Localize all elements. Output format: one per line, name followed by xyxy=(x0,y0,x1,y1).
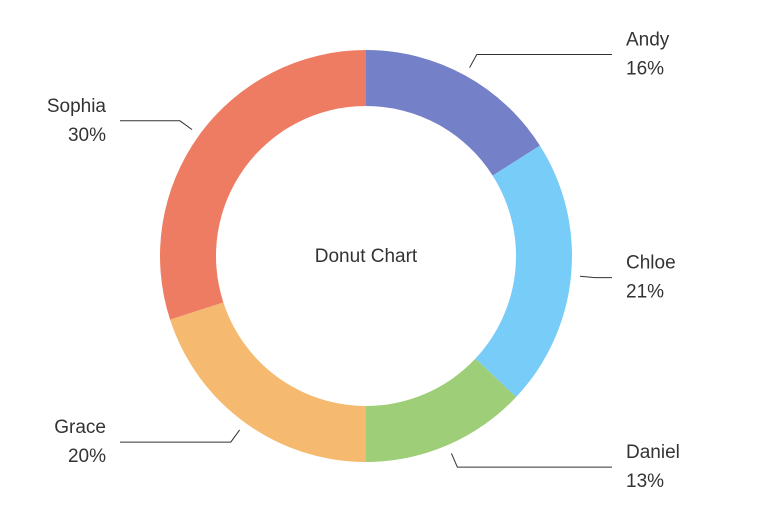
value-label: 16% xyxy=(626,58,664,79)
donut-slice xyxy=(366,358,517,462)
leader-line xyxy=(579,275,612,279)
leader-line xyxy=(120,429,241,443)
donut-slice xyxy=(170,302,366,462)
leader-line xyxy=(469,53,612,68)
donut-slice xyxy=(160,50,366,320)
leader-line xyxy=(120,120,193,131)
slice-label: Sophia xyxy=(47,96,107,117)
slice-label: Grace xyxy=(54,417,106,438)
value-label: 21% xyxy=(626,282,664,303)
slice-label: Daniel xyxy=(626,442,680,463)
value-label: 30% xyxy=(68,125,106,146)
value-label: 13% xyxy=(626,471,664,492)
leader-line xyxy=(450,453,612,468)
donut-slice xyxy=(475,145,572,398)
donut-slice xyxy=(366,50,540,176)
slice-label: Andy xyxy=(626,29,670,50)
slice-label: Chloe xyxy=(626,253,676,274)
value-label: 20% xyxy=(68,446,106,467)
chart-title: Donut Chart xyxy=(315,246,418,267)
